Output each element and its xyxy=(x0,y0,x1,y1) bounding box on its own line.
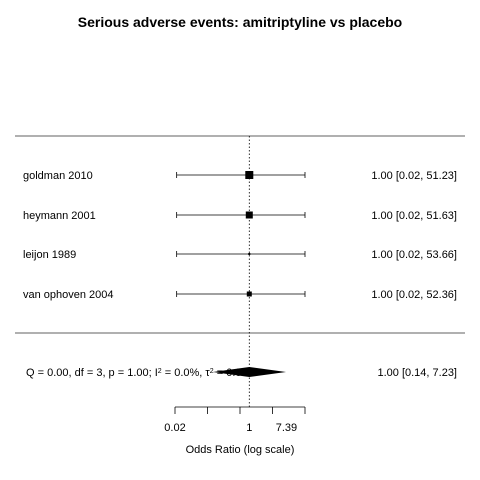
study-estimate-text: 1.00 [0.02, 53.66] xyxy=(371,249,457,261)
point-estimate xyxy=(248,253,251,255)
study-row: van ophoven 2004 1.00 [0.02, 52.36] xyxy=(23,289,457,301)
study-row: leijon 1989 1.00 [0.02, 53.66] xyxy=(23,249,457,261)
study-label: heymann 2001 xyxy=(23,210,96,222)
summary-estimate-text: 1.00 [0.14, 7.23] xyxy=(377,367,457,379)
point-estimate xyxy=(245,171,254,179)
x-tick-label: 1 xyxy=(246,422,252,434)
study-estimate-text: 1.00 [0.02, 52.36] xyxy=(371,289,457,301)
x-tick-label: 7.39 xyxy=(276,422,297,434)
point-estimate xyxy=(246,291,252,297)
study-row: heymann 2001 1.00 [0.02, 51.63] xyxy=(23,210,457,222)
summary-row: Q = 0.00, df = 3, p = 1.00; I2 = 0.0%, τ… xyxy=(26,367,457,379)
study-estimate-text: 1.00 [0.02, 51.63] xyxy=(371,210,457,222)
x-axis-label: Odds Ratio (log scale) xyxy=(186,444,295,456)
study-rows: goldman 2010 1.00 [0.02, 51.23] heymann 20… xyxy=(23,170,457,301)
study-row: goldman 2010 1.00 [0.02, 51.23] xyxy=(23,170,457,182)
study-label: goldman 2010 xyxy=(23,170,93,182)
study-label: van ophoven 2004 xyxy=(23,289,114,301)
point-estimate xyxy=(245,211,253,219)
x-axis: 0.02 1 7.39 xyxy=(164,406,306,434)
chart-title: Serious adverse events: amitriptyline vs… xyxy=(78,14,402,30)
study-estimate-text: 1.00 [0.02, 51.23] xyxy=(371,170,457,182)
summary-heterogeneity-label: Q = 0.00, df = 3, p = 1.00; I2 = 0.0%, τ… xyxy=(26,367,248,379)
x-tick-label: 0.02 xyxy=(164,422,185,434)
summary-diamond xyxy=(212,367,287,377)
study-label: leijon 1989 xyxy=(23,249,76,261)
